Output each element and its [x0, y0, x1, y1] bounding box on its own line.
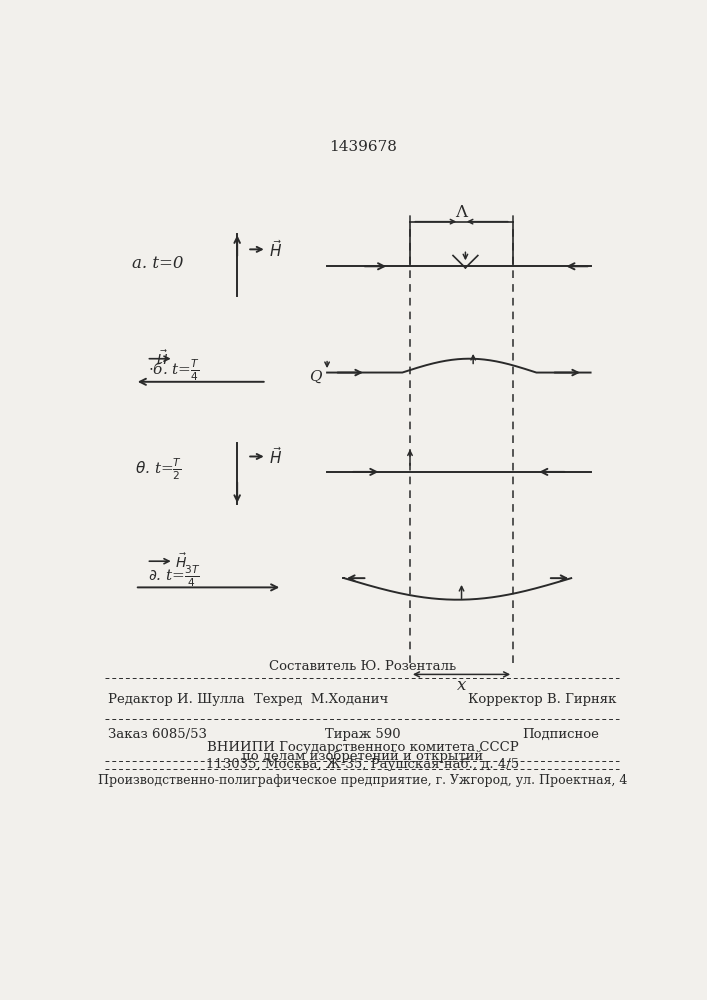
Text: Заказ 6085/53: Заказ 6085/53 — [107, 728, 206, 741]
Text: $\vec{H}$: $\vec{H}$ — [269, 239, 282, 260]
Text: по делам изобретений и открытий: по делам изобретений и открытий — [243, 749, 484, 763]
Text: x: x — [457, 677, 466, 694]
Text: $\partial$. t=$\frac{3T}{4}$: $\partial$. t=$\frac{3T}{4}$ — [148, 563, 201, 589]
Text: Редактор И. Шулла: Редактор И. Шулла — [107, 693, 245, 706]
Text: Составитель Ю. Розенталь: Составитель Ю. Розенталь — [269, 660, 456, 673]
Text: Корректор В. Гирняк: Корректор В. Гирняк — [469, 693, 617, 706]
Text: Тираж 590: Тираж 590 — [325, 728, 401, 741]
Text: 113035, Москва, Ж-35, Раушская наб., д. 4/5: 113035, Москва, Ж-35, Раушская наб., д. … — [206, 758, 519, 771]
Text: $\theta$. t=$\frac{T}{2}$: $\theta$. t=$\frac{T}{2}$ — [134, 457, 182, 482]
Text: ВНИИПИ Государственного комитета СССР: ВНИИПИ Государственного комитета СССР — [207, 741, 519, 754]
Text: Λ: Λ — [455, 204, 467, 221]
Text: $\vec{H}$: $\vec{H}$ — [269, 446, 282, 467]
Text: $\vec{H}$: $\vec{H}$ — [175, 552, 187, 571]
Text: $\cdot$б. t=$\frac{T}{4}$: $\cdot$б. t=$\frac{T}{4}$ — [148, 357, 200, 383]
Text: $\vec{H}$: $\vec{H}$ — [156, 349, 168, 368]
Text: Подписное: Подписное — [522, 728, 600, 741]
Text: a. t=0: a. t=0 — [132, 255, 184, 272]
Text: Q: Q — [309, 369, 322, 383]
Text: Производственно-полиграфическое предприятие, г. Ужгород, ул. Проектная, 4: Производственно-полиграфическое предприя… — [98, 774, 627, 787]
Text: 1439678: 1439678 — [329, 140, 397, 154]
Text: Техред  М.Ходанич: Техред М.Ходанич — [254, 693, 388, 706]
